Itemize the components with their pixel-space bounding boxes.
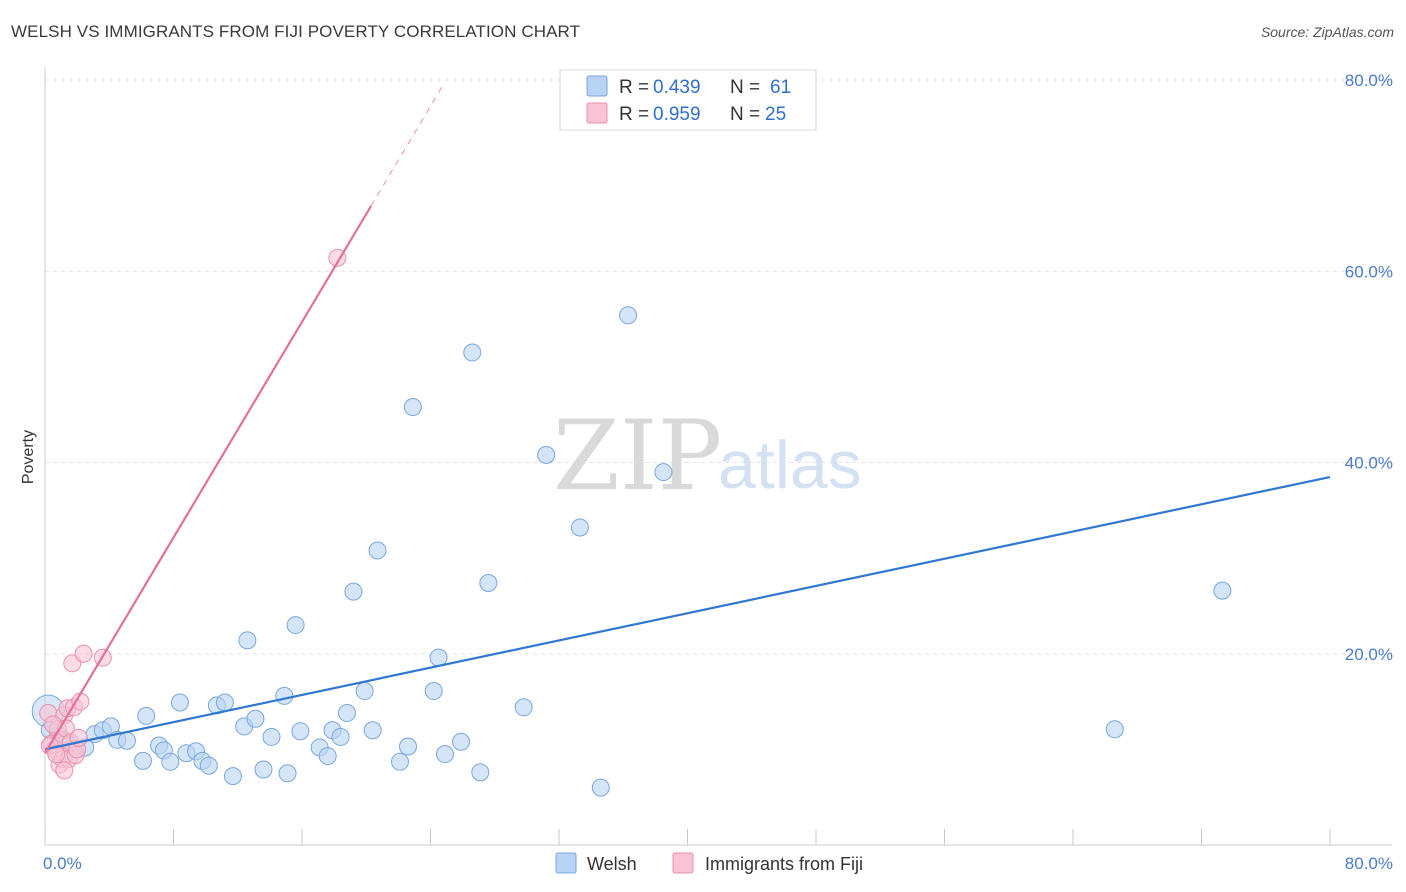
- y-tick-label: 20.0%: [1345, 645, 1393, 664]
- welsh-point: [318, 747, 337, 766]
- bottom-legend-swatch-fiji: [672, 852, 694, 874]
- welsh-point: [344, 582, 363, 601]
- bottom-legend-label-fiji: Immigrants from Fiji: [705, 854, 863, 874]
- legend-r-label-fiji: R =: [619, 104, 649, 125]
- watermark-atlas: atlas: [718, 427, 862, 503]
- bottom-legend-swatch-welsh: [555, 852, 577, 874]
- legend-r-label-welsh: R =: [619, 77, 649, 98]
- legend-n-label-welsh: N =: [730, 77, 760, 98]
- legend-n-label-fiji: N =: [730, 104, 760, 125]
- welsh-point: [331, 727, 350, 746]
- welsh-point: [1213, 581, 1232, 600]
- series-legend: Welsh Immigrants from Fiji: [555, 852, 863, 874]
- fiji-point: [47, 745, 66, 764]
- chart-source: Source: ZipAtlas.com: [1260, 24, 1394, 40]
- welsh-point: [170, 693, 189, 712]
- welsh-point: [223, 767, 242, 786]
- y-tick-label: 40.0%: [1345, 454, 1393, 473]
- legend-n-value-fiji: 25: [765, 104, 786, 125]
- welsh-point: [591, 778, 610, 797]
- fiji-point: [74, 644, 93, 663]
- welsh-point: [368, 541, 387, 560]
- correlation-legend: R = 0.439 N = 61 R = 0.959 N = 25: [559, 69, 817, 131]
- welsh-point: [254, 760, 273, 779]
- legend-r-value-fiji: 0.959: [653, 104, 701, 125]
- welsh-point: [463, 343, 482, 362]
- welsh-point: [291, 722, 310, 741]
- x-tick-label: 0.0%: [43, 854, 82, 873]
- y-axis-label: Poverty: [20, 430, 37, 484]
- watermark: ZIP atlas: [553, 400, 862, 512]
- welsh-point: [337, 704, 356, 723]
- chart-title: WELSH VS IMMIGRANTS FROM FIJI POVERTY CO…: [11, 22, 581, 41]
- welsh-point: [246, 709, 265, 728]
- welsh-point: [137, 706, 156, 725]
- y-tick-label: 60.0%: [1345, 262, 1393, 281]
- welsh-point: [275, 686, 294, 705]
- welsh-point: [424, 682, 443, 701]
- trend-layer: [44, 84, 1331, 754]
- legend-r-value-welsh: 0.439: [653, 77, 701, 98]
- welsh-point: [117, 731, 136, 750]
- welsh-point: [262, 727, 281, 746]
- tick-labels: 20.0% 40.0% 60.0% 80.0% 0.0% 80.0%: [43, 71, 1393, 873]
- welsh-point: [435, 745, 454, 764]
- legend-n-value-welsh: 61: [770, 77, 791, 98]
- welsh-point: [399, 737, 418, 756]
- welsh-point: [654, 463, 673, 482]
- welsh-point: [278, 764, 297, 783]
- watermark-zip: ZIP: [553, 400, 722, 512]
- welsh-point: [363, 721, 382, 740]
- welsh-point: [514, 698, 533, 717]
- legend-swatch-fiji: [586, 102, 608, 124]
- fiji-trend-line: [44, 205, 373, 754]
- welsh-point: [215, 693, 234, 712]
- fiji-trend-extension: [370, 84, 444, 207]
- welsh-point: [570, 518, 589, 537]
- bottom-legend-label-welsh: Welsh: [587, 854, 637, 874]
- welsh-point: [390, 752, 409, 771]
- fiji-points: [39, 248, 347, 780]
- fiji-point: [55, 761, 74, 780]
- welsh-point: [471, 763, 490, 782]
- grid-layer: [45, 79, 1392, 655]
- legend-swatch-welsh: [586, 75, 608, 97]
- welsh-point: [199, 756, 218, 775]
- welsh-point: [403, 398, 422, 417]
- welsh-point: [619, 306, 638, 325]
- welsh-trend-line: [44, 475, 1331, 751]
- x-tick-label: 80.0%: [1345, 854, 1393, 873]
- welsh-point: [133, 751, 152, 770]
- welsh-point: [452, 732, 471, 751]
- welsh-point: [1105, 720, 1124, 739]
- y-tick-label: 80.0%: [1345, 71, 1393, 90]
- welsh-point: [238, 631, 257, 650]
- welsh-point: [429, 648, 448, 667]
- welsh-point: [355, 682, 374, 701]
- welsh-point: [479, 573, 498, 592]
- welsh-point: [286, 616, 305, 635]
- welsh-points: [31, 306, 1232, 797]
- welsh-point: [537, 445, 556, 464]
- welsh-point: [161, 752, 180, 771]
